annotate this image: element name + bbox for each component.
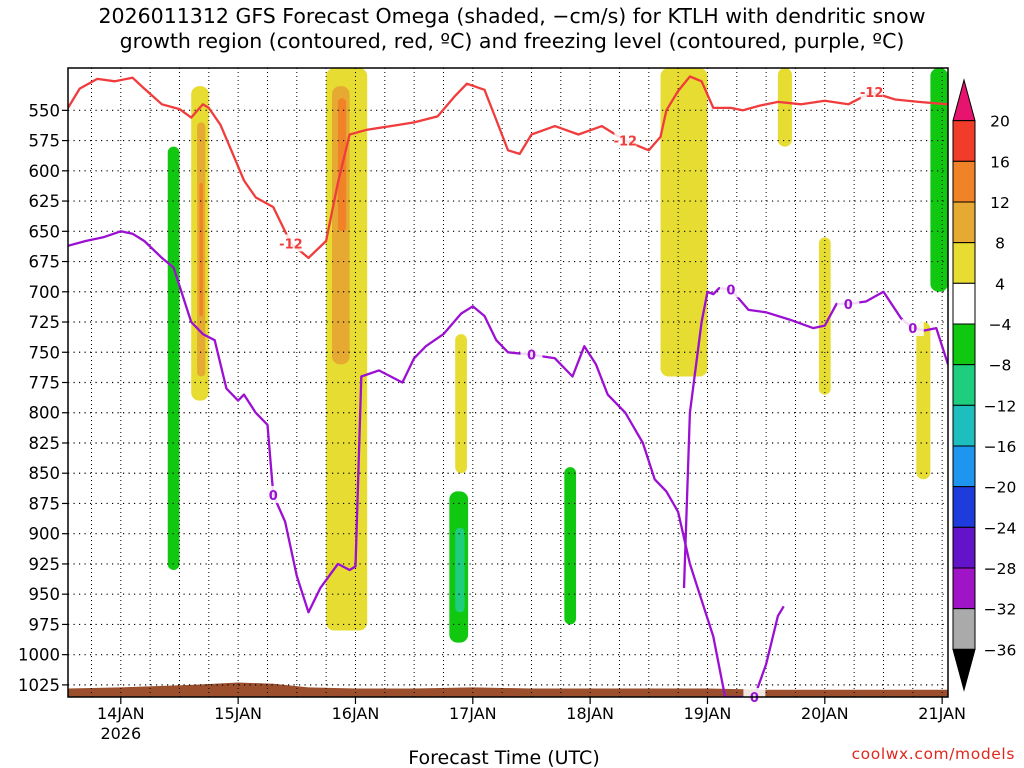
omega-shade-10 [564,467,577,625]
colorbar-label: −8 [989,357,1012,375]
purple-contour-label-0: 0 [269,489,278,504]
y-tick-label: 825 [29,434,61,453]
colorbar-box-8 [952,404,976,447]
omega-shade-15 [930,68,948,292]
red-contour-label-bg [279,234,302,252]
y-tick-label: 725 [29,313,61,332]
purple-contour-label-2: 0 [750,691,759,706]
colorbar-label: −36 [984,641,1017,659]
colorbar-box-10 [952,486,976,528]
colorbar-box-6 [952,323,976,366]
red-contour-label-0: -12 [279,237,303,252]
colorbar-bottom-triangle [952,648,976,692]
x-tick-label: 19JAN [684,704,732,723]
purple-contour-label-1: 0 [527,349,536,364]
colorbar-top-triangle [952,78,976,122]
chart-title-line2: growth region (contoured, red, ºC) and f… [119,29,905,53]
omega-shade-12 [777,68,792,147]
y-tick-label: 850 [29,464,61,483]
colorbar-label: −16 [984,438,1017,456]
colorbar-box-11 [952,526,976,569]
y-tick-label: 750 [29,343,61,362]
y-tick-label: 700 [29,283,61,302]
y-tick-label: 550 [29,101,61,120]
x-tick-label: 17JAN [449,704,497,723]
omega-shade-11 [660,68,708,377]
y-tick-label: 675 [29,253,61,272]
chart-title: 2026011312 GFS Forecast Omega (shaded, −… [0,4,1024,54]
colorbar-box-13 [952,608,976,650]
y-tick-label: 575 [29,132,61,151]
red-contour-label-bg [614,131,637,149]
colorbar-box-9 [952,445,976,488]
red-contour-label-1: -12 [614,135,638,150]
colorbar-label: 4 [995,275,1005,293]
x-tick-label: 14JAN [97,704,145,723]
colorbar-box-2 [952,160,976,203]
y-tick-label: 650 [29,222,61,241]
x-tick-sublabel: 2026 [100,724,141,743]
colorbar-box-3 [952,201,976,244]
red-contour-line [68,75,948,260]
x-axis-title: Forecast Time (UTC) [408,747,599,768]
colorbar-box-5 [952,282,976,325]
purple-contour-2-label-bg [901,319,924,337]
y-tick-label: 800 [29,404,61,423]
colorbar-label: −20 [984,479,1017,497]
y-tick-label: 1000 [18,646,60,665]
x-tick-label: 21JAN [918,704,966,723]
y-tick-label: 875 [29,494,61,513]
colorbar-box-4 [952,242,976,284]
omega-shade-3 [167,146,180,570]
purple-contour-label-bg [520,345,543,363]
purple-contour-2-label-bg [837,294,860,312]
terrain-surface [68,682,948,697]
y-tick-label: 950 [29,585,61,604]
x-tick-label: 16JAN [332,704,380,723]
red-contour-label-2: -12 [860,86,884,101]
colorbar-label: −32 [984,601,1017,619]
purple-contour-line [68,230,785,697]
purple-contour-2-label-2: 0 [908,322,917,337]
y-tick-label: 1025 [18,676,60,695]
colorbar-label: −12 [984,397,1017,415]
colorbar-box-7 [952,364,976,406]
y-tick-label: 900 [29,525,61,544]
purple-contour-2-label-0: 0 [726,283,735,298]
chart-title-line1: 2026011312 GFS Forecast Omega (shaded, −… [98,4,926,28]
omega-shade-14 [916,322,931,480]
colorbar-label: −4 [989,316,1012,334]
red-contour-label-bg [860,83,883,101]
omega-shade-13 [818,237,831,395]
y-tick-label: 775 [29,374,61,393]
colorbar-label: 16 [990,153,1010,171]
x-tick-label: 18JAN [566,704,614,723]
colorbar-box-12 [952,567,976,610]
omega-shade-2 [199,182,203,316]
colorbar-label: −24 [984,519,1017,537]
x-tick-label: 15JAN [214,704,262,723]
purple-contour-label-bg [262,485,285,503]
omega-shade-7 [455,334,467,474]
omega-shade-9 [455,527,465,613]
y-tick-label: 975 [29,615,61,634]
colorbar-label: 20 [990,113,1010,131]
x-tick-label: 20JAN [801,704,849,723]
colorbar-box-1 [952,120,976,162]
y-tick-label: 925 [29,555,61,574]
colorbar-label: −28 [984,560,1017,578]
y-tick-label: 600 [29,162,61,181]
purple-contour-2-label-1: 0 [844,298,853,313]
colorbar-label: 8 [995,235,1005,253]
y-tick-label: 625 [29,192,61,211]
site-credit[interactable]: coolwx.com/models [851,745,1015,763]
colorbar-label: 12 [990,194,1010,212]
purple-contour-2-label-bg [719,280,742,298]
